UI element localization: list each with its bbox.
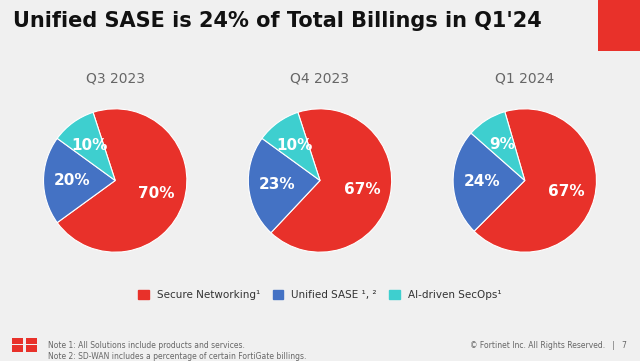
Text: 24%: 24% (463, 174, 500, 190)
Title: Q4 2023: Q4 2023 (291, 71, 349, 86)
Title: Q1 2024: Q1 2024 (495, 71, 554, 86)
Title: Q3 2023: Q3 2023 (86, 71, 145, 86)
Text: 9%: 9% (489, 137, 515, 152)
Text: Unified SASE is 24% of Total Billings in Q1'24: Unified SASE is 24% of Total Billings in… (13, 11, 541, 31)
Text: Note 1: All Solutions include products and services.
Note 2: SD-WAN includes a p: Note 1: All Solutions include products a… (48, 341, 307, 361)
Text: 70%: 70% (138, 186, 174, 201)
Wedge shape (248, 138, 320, 233)
Wedge shape (453, 133, 525, 231)
Legend: Secure Networking¹, Unified SASE ¹, ², AI-driven SecOps¹: Secure Networking¹, Unified SASE ¹, ², A… (138, 290, 502, 300)
Wedge shape (44, 138, 115, 223)
Text: 67%: 67% (548, 184, 585, 199)
Wedge shape (271, 109, 392, 252)
Text: 67%: 67% (344, 182, 380, 197)
Text: 10%: 10% (276, 138, 313, 153)
Text: 10%: 10% (72, 138, 108, 153)
Text: 23%: 23% (259, 177, 296, 192)
Wedge shape (57, 109, 187, 252)
Wedge shape (474, 109, 596, 252)
Wedge shape (471, 112, 525, 180)
Wedge shape (262, 112, 320, 180)
Text: © Fortinet Inc. All Rights Reserved.   |   7: © Fortinet Inc. All Rights Reserved. | 7 (470, 341, 627, 350)
Wedge shape (57, 112, 115, 180)
Text: 20%: 20% (54, 173, 90, 188)
